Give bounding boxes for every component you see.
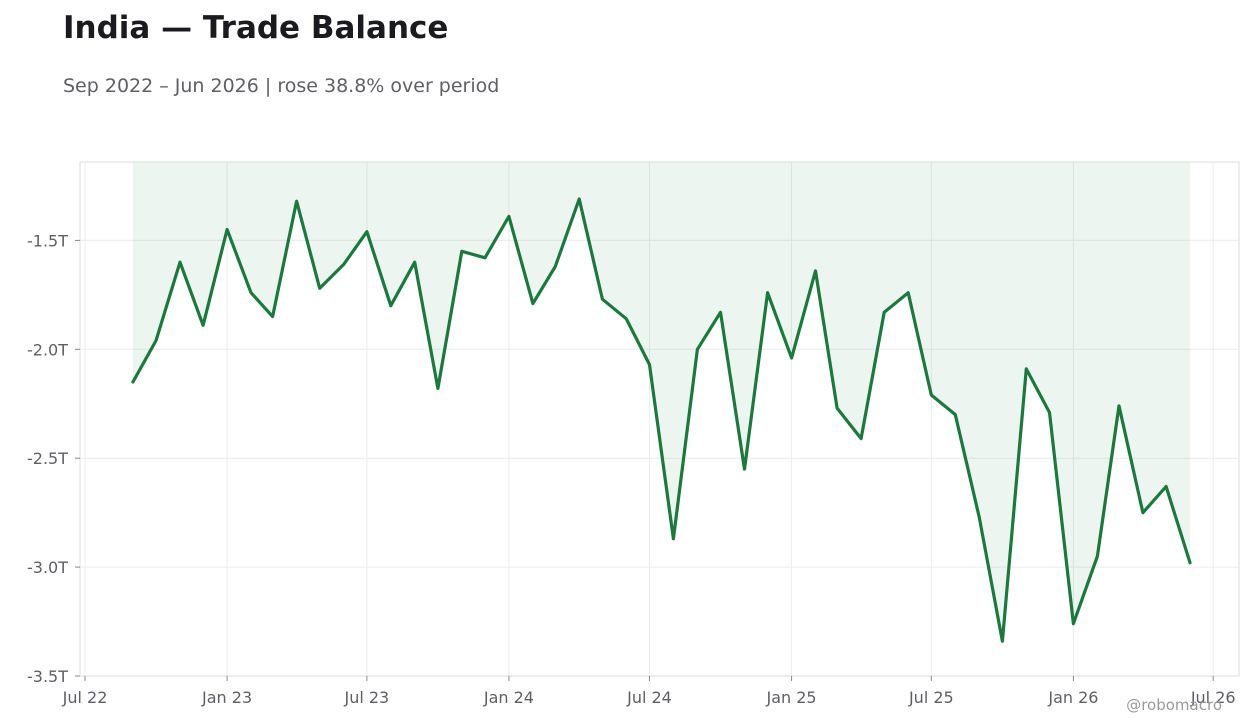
data-point <box>1025 367 1028 370</box>
x-tick-label: Jul 23 <box>343 688 389 707</box>
data-point <box>954 413 957 416</box>
watermark: @robomacro <box>1126 696 1222 714</box>
y-tick-label: -2.0T <box>27 340 68 359</box>
data-point <box>389 304 392 307</box>
data-point <box>719 311 722 314</box>
data-point <box>155 339 158 342</box>
series-line <box>131 197 1192 643</box>
data-point <box>179 261 182 264</box>
data-point <box>295 200 298 203</box>
data-point <box>554 265 557 268</box>
data-point <box>1141 511 1144 514</box>
data-point <box>601 298 604 301</box>
data-point <box>672 537 675 540</box>
data-point <box>226 228 229 231</box>
x-tick-label: Jan 25 <box>766 688 817 707</box>
data-point <box>413 261 416 264</box>
y-tick-label: -2.5T <box>27 449 68 468</box>
x-tick-label: Jul 24 <box>626 688 672 707</box>
data-point <box>1118 404 1121 407</box>
data-point <box>1048 411 1051 414</box>
data-point <box>625 317 628 320</box>
data-point <box>1165 485 1168 488</box>
chart-title: India — Trade Balance <box>63 10 449 46</box>
data-point <box>1189 561 1192 564</box>
data-point <box>436 387 439 390</box>
plot-frame <box>79 161 1240 677</box>
data-point <box>250 291 253 294</box>
x-tick-label: Jul 22 <box>62 688 108 707</box>
data-point <box>766 291 769 294</box>
y-tick-label: -1.5T <box>27 231 68 250</box>
x-tick-label: Jan 24 <box>483 688 534 707</box>
data-point <box>648 363 651 366</box>
data-point <box>531 302 534 305</box>
data-point <box>696 348 699 351</box>
data-point <box>907 291 910 294</box>
data-point <box>484 256 487 259</box>
data-point <box>860 437 863 440</box>
y-tick-label: -3.0T <box>27 558 68 577</box>
data-point <box>507 215 510 218</box>
data-point <box>202 324 205 327</box>
data-point <box>790 357 793 360</box>
data-point <box>883 311 886 314</box>
data-point <box>578 198 581 201</box>
x-tick-label: Jul 25 <box>908 688 954 707</box>
data-point <box>365 230 368 233</box>
data-point <box>342 263 345 266</box>
data-point <box>1001 640 1004 643</box>
data-point <box>271 315 274 318</box>
data-point <box>743 468 746 471</box>
data-point <box>930 394 933 397</box>
data-point <box>814 269 817 272</box>
data-point <box>131 381 134 384</box>
area-fill <box>132 162 1191 642</box>
data-point <box>318 287 321 290</box>
data-point <box>1072 622 1075 625</box>
chart-subtitle: Sep 2022 – Jun 2026 | rose 38.8% over pe… <box>63 75 500 97</box>
x-tick-label: Jan 23 <box>201 688 252 707</box>
data-point <box>978 516 981 519</box>
x-tick-label: Jan 26 <box>1047 688 1098 707</box>
y-tick-label: -3.5T <box>27 667 68 686</box>
data-point <box>836 407 839 410</box>
data-point <box>460 250 463 253</box>
x-tick-label: Jul 26 <box>1190 688 1236 707</box>
data-point <box>1096 555 1099 558</box>
